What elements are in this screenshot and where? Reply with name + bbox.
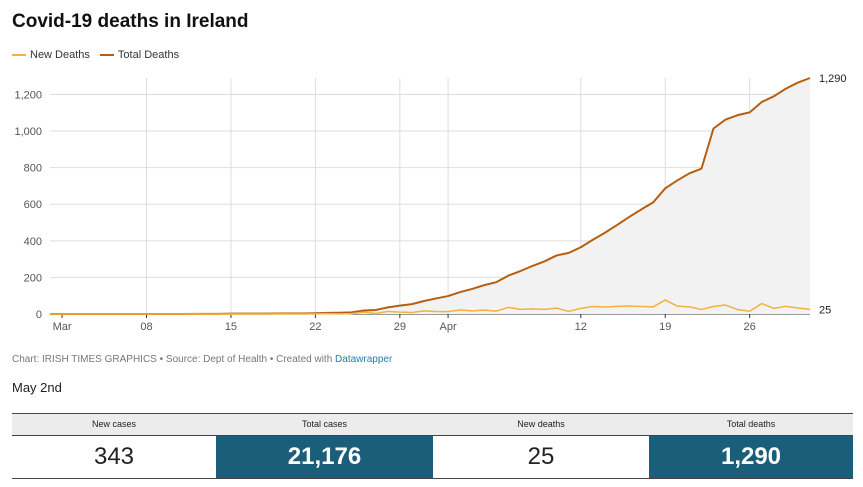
stat-value: 21,176 <box>216 436 433 478</box>
stat-total-deaths: Total deaths 1,290 <box>649 414 853 478</box>
stat-label: New deaths <box>433 414 649 436</box>
x-tick-label: 22 <box>309 321 321 333</box>
date-label: May 2nd <box>12 380 62 395</box>
x-tick-label: 15 <box>225 321 237 333</box>
y-tick-label: 200 <box>24 272 42 284</box>
x-tick-label: 08 <box>140 321 152 333</box>
source-text: Chart: IRISH TIMES GRAPHICS • Source: De… <box>12 354 336 365</box>
legend-label-total-deaths: Total Deaths <box>117 49 180 61</box>
x-tick-label: 12 <box>575 321 587 333</box>
chart-source: Chart: IRISH TIMES GRAPHICS • Source: De… <box>12 354 392 365</box>
x-tick-label: Apr <box>440 321 457 333</box>
legend-swatch-total-deaths <box>99 54 114 56</box>
stats-table: New cases 343 Total cases 21,176 New dea… <box>12 413 853 479</box>
stat-value: 1,290 <box>649 436 853 478</box>
stat-total-cases: Total cases 21,176 <box>216 414 433 478</box>
legend-swatch-new-deaths <box>12 54 26 56</box>
end-value-label: 25 <box>819 304 831 316</box>
line-chart: 0 200 400 600 800 1,000 1,200 Mar 08 15 22 29 Apr 12 1… <box>14 73 847 333</box>
legend-label-new-deaths: New Deaths <box>30 49 90 61</box>
stat-label: New cases <box>12 414 216 436</box>
chart-legend: New Deaths Total Deaths <box>12 49 179 61</box>
y-tick-label: 0 <box>36 309 42 321</box>
stat-label: Total deaths <box>649 414 853 436</box>
stat-value: 343 <box>93 443 135 470</box>
x-tick-label: 26 <box>744 321 756 333</box>
chart-title: Covid-19 deaths in Ireland <box>12 11 249 32</box>
total-deaths-area <box>50 78 810 314</box>
y-tick-label: 800 <box>24 163 42 175</box>
y-tick-label: 1,000 <box>14 126 42 138</box>
end-value-label: 1,290 <box>819 73 847 85</box>
legend-item-total-deaths: Total Deaths <box>99 49 180 61</box>
datawrapper-link[interactable]: Datawrapper <box>335 354 393 365</box>
x-tick-label: 19 <box>659 321 671 333</box>
y-tick-label: 600 <box>24 199 42 211</box>
x-tick-label: Mar <box>53 321 72 333</box>
stat-value: 25 <box>527 443 555 470</box>
stat-new-deaths: New deaths 25 <box>433 414 649 478</box>
stat-label: Total cases <box>216 414 433 436</box>
y-tick-label: 1,200 <box>14 89 42 101</box>
legend-item-new-deaths: New Deaths <box>12 49 90 61</box>
y-tick-label: 400 <box>24 236 42 248</box>
stat-new-cases: New cases 343 <box>12 414 216 478</box>
new-deaths-line <box>50 299 811 315</box>
x-tick-label: 29 <box>394 321 406 333</box>
